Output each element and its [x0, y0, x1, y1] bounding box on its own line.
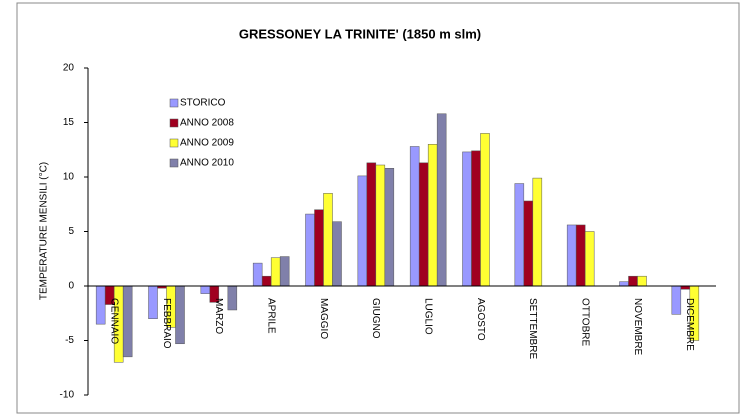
- y-tick-label: 0: [68, 281, 74, 292]
- bar: [462, 151, 472, 287]
- legend-label: ANNO 2009: [180, 138, 234, 149]
- legend-swatch: [169, 118, 179, 128]
- x-tick-label: GIUGNO: [370, 298, 381, 339]
- bar: [261, 275, 272, 287]
- bar: [409, 146, 420, 287]
- x-tick-label: OTTOBRE: [580, 298, 591, 346]
- chart-title: GRESSONEY LA TRINITE' (1850 m slm): [239, 26, 481, 41]
- bar: [200, 285, 211, 294]
- bar: [532, 177, 543, 287]
- bar: [427, 144, 438, 287]
- legend-swatch: [169, 138, 179, 148]
- y-axis-label: TEMPERATURE MENSILI (°C): [39, 162, 50, 300]
- legend-label: ANNO 2010: [180, 158, 234, 169]
- bar: [305, 213, 315, 287]
- y-tick-label: 10: [63, 172, 75, 183]
- bar: [628, 275, 638, 287]
- x-tick-label: MARZO: [213, 298, 224, 334]
- bar: [227, 285, 238, 311]
- bar: [95, 285, 106, 325]
- bar: [575, 224, 586, 287]
- bar: [279, 256, 290, 287]
- bar: [671, 285, 682, 315]
- bar: [471, 150, 481, 287]
- legend-label: ANNO 2008: [180, 118, 234, 129]
- y-tick-label: 20: [63, 63, 75, 74]
- bar: [332, 221, 342, 287]
- bar: [148, 285, 158, 319]
- bar: [314, 209, 324, 287]
- x-tick-label: AGOSTO: [475, 298, 486, 341]
- y-tick-label: 5: [68, 226, 74, 237]
- bar: [384, 168, 395, 287]
- bar: [252, 262, 263, 287]
- legend-swatch: [169, 98, 179, 108]
- x-tick-label: FEBBRAIO: [161, 298, 172, 349]
- bar: [270, 257, 281, 287]
- bar: [357, 175, 368, 287]
- bar: [480, 133, 490, 287]
- y-tick-label: -10: [60, 390, 75, 401]
- x-tick-label: MAGGIO: [318, 298, 329, 339]
- bar: [175, 285, 185, 345]
- x-tick-label: NOVEMBRE: [632, 298, 643, 356]
- legend-swatch: [169, 158, 179, 168]
- bar: [523, 200, 534, 287]
- y-tick-label: -5: [65, 335, 74, 346]
- bar: [323, 193, 333, 287]
- y-tick-label: 15: [63, 117, 75, 128]
- x-tick-label: DICEMBRE: [684, 298, 695, 351]
- legend-label: STORICO: [180, 98, 226, 109]
- bar: [366, 162, 377, 287]
- bar: [436, 113, 447, 287]
- bar: [584, 231, 595, 287]
- x-tick-label: APRILE: [266, 298, 277, 334]
- bar: [619, 281, 629, 287]
- x-tick-label: GENNAIO: [109, 298, 120, 344]
- bar: [566, 224, 577, 287]
- bar: [514, 183, 525, 287]
- bar: [637, 275, 647, 287]
- bar: [418, 162, 429, 287]
- x-tick-label: SETTEMBRE: [527, 298, 538, 359]
- bar: [122, 285, 133, 358]
- x-tick-label: LUGLIO: [423, 298, 434, 335]
- bar: [375, 164, 386, 287]
